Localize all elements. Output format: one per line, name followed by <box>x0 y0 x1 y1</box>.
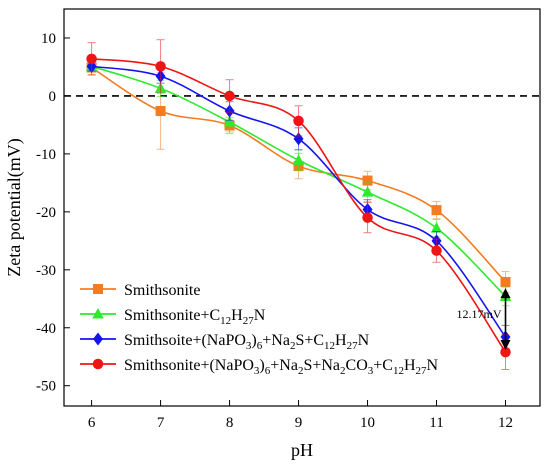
annotation-arrow-head-up <box>500 288 511 299</box>
data-point <box>430 222 443 233</box>
legend-label: Smithsonite+C12H27N <box>124 307 266 327</box>
x-tick-label: 6 <box>88 415 96 431</box>
data-point <box>155 106 166 117</box>
annotation-arrow-head-down <box>500 340 511 351</box>
x-axis-label: pH <box>291 440 313 460</box>
y-tick-label: -10 <box>36 147 56 163</box>
data-point <box>293 115 304 127</box>
axes: 6 7 8 9 10 11 12 10 0 -10 -20 -30 -40 -50 <box>36 8 541 431</box>
legend-label: Smithsonite <box>124 282 200 299</box>
data-point <box>92 358 104 370</box>
data-point <box>93 332 103 346</box>
plot-frame <box>63 8 541 407</box>
series-3 <box>86 59 511 350</box>
x-tick-label: 8 <box>226 415 234 431</box>
x-tick-label: 12 <box>498 415 513 431</box>
y-tick-label: 0 <box>49 89 57 105</box>
y-tick-label: -50 <box>36 379 56 395</box>
data-point <box>500 346 511 358</box>
legend-item-2: Smithsonite+C12H27N <box>80 307 266 327</box>
data-point <box>92 308 104 319</box>
y-tick-label: -30 <box>36 263 56 279</box>
legend-item-3: Smithsoite+(NaPO3)6+Na2S+C12H27N <box>80 332 370 352</box>
series-4 <box>86 39 511 370</box>
data-point <box>362 175 373 186</box>
data-point <box>86 53 97 65</box>
data-point <box>431 245 442 256</box>
y-tick-label: -40 <box>36 321 56 337</box>
data-point <box>155 61 166 72</box>
series-2 <box>85 60 512 307</box>
x-tick-label: 11 <box>429 415 443 431</box>
data-point <box>500 276 511 287</box>
data-point <box>292 154 305 165</box>
annotation-label: 12.17mV <box>457 307 502 321</box>
annotation-layer: 12.17mV <box>457 288 511 351</box>
data-point <box>223 116 236 127</box>
legend-item-1: Smithsonite <box>80 282 200 299</box>
x-tick-label: 7 <box>157 415 165 431</box>
data-point <box>362 212 373 223</box>
series-line <box>91 65 507 298</box>
legend-label: Smithsoite+(NaPO3)6+Na2S+C12H27N <box>124 332 370 352</box>
y-tick-label: 10 <box>41 31 56 47</box>
legend-label: Smithsonite+(NaPO3)6+Na2S+Na2CO3+C12H27N <box>124 357 439 377</box>
x-tick-label: 9 <box>295 415 303 431</box>
legend-item-4: Smithsonite+(NaPO3)6+Na2S+Na2CO3+C12H27N <box>80 357 439 377</box>
annotation-12-17mv: 12.17mV <box>457 288 511 351</box>
data-point <box>93 284 103 294</box>
data-point <box>361 186 374 197</box>
y-tick-label: -20 <box>36 205 56 221</box>
data-point <box>431 205 442 216</box>
y-axis-label: Zeta potential(mV) <box>4 138 25 276</box>
x-tick-label: 10 <box>360 415 375 431</box>
legend: Smithsonite Smithsonite+C12H27N Smithsoite… <box>80 282 439 377</box>
data-point <box>224 90 235 102</box>
